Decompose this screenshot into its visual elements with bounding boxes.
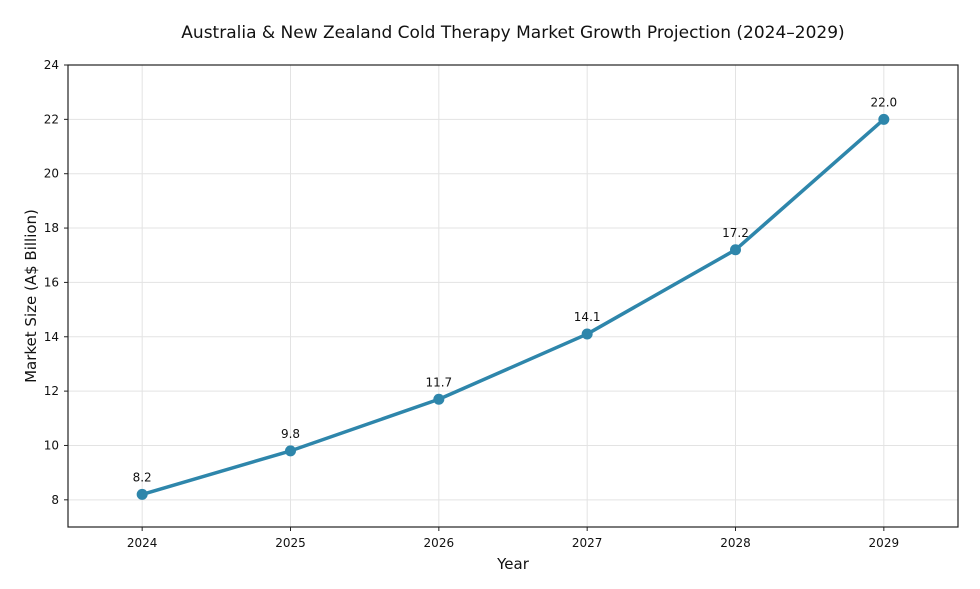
data-label: 9.8 (281, 427, 300, 441)
x-tick-label: 2028 (720, 536, 751, 550)
y-tick-label: 16 (44, 275, 59, 289)
data-point-marker (433, 393, 445, 405)
y-tick-label: 24 (44, 58, 59, 72)
data-point-marker (730, 244, 741, 256)
y-tick-label: 18 (44, 221, 59, 235)
data-label: 11.7 (425, 375, 452, 389)
y-tick-label: 8 (51, 493, 59, 507)
data-label: 17.2 (722, 226, 749, 240)
x-tick-label: 2029 (869, 536, 900, 550)
data-point-marker (136, 488, 148, 500)
y-tick-label: 14 (44, 330, 59, 344)
data-point-marker (285, 445, 296, 457)
x-tick-label: 2024 (127, 536, 158, 550)
data-point-marker (581, 328, 593, 340)
series-line (141, 118, 885, 497)
x-axis-label: Year (496, 555, 530, 573)
data-label: 14.1 (574, 310, 601, 324)
data-label: 8.2 (133, 470, 152, 484)
y-tick-label: 20 (44, 167, 59, 181)
y-tick-label: 22 (44, 112, 59, 126)
y-tick-label: 12 (44, 384, 59, 398)
x-tick-label: 2027 (572, 536, 603, 550)
y-tick-label: 10 (44, 438, 59, 452)
data-point-marker (878, 113, 890, 125)
x-tick-label: 2026 (424, 536, 455, 550)
chart-title: Australia & New Zealand Cold Therapy Mar… (181, 23, 844, 43)
plot-area-frame (67, 64, 959, 528)
x-tick-label: 2025 (275, 536, 306, 550)
data-label: 22.0 (870, 95, 897, 109)
y-axis-label: Market Size (A$ Billion) (22, 209, 40, 383)
